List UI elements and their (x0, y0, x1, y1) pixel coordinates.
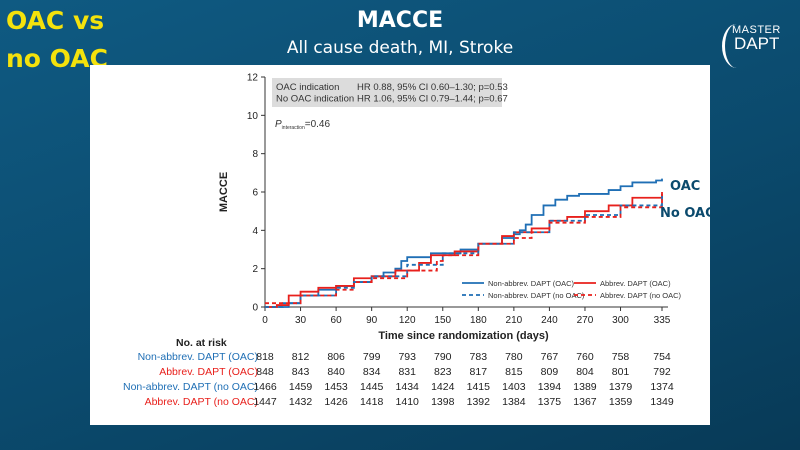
x-tick-label: 150 (434, 315, 451, 326)
annotation-no-oac: No OAC (660, 206, 710, 221)
km-chart: 0 30 60 90 120 150 180 210 240 270 300 335 0 2 4 6 8 10 12… (218, 73, 710, 343)
risk-value: 1349 (650, 396, 674, 408)
series-line-2 (265, 195, 663, 308)
legend-label: Abbrev. DAPT (no OAC) (600, 291, 682, 300)
slide-side-title: OAC vs no OAC (6, 2, 108, 78)
x-tick-label: 270 (577, 315, 594, 326)
x-tick-label: 120 (399, 315, 416, 326)
risk-value: 1459 (288, 381, 313, 393)
risk-row-label: Abbrev. DAPT (no OAC) (144, 396, 258, 408)
x-tick-label: 240 (541, 315, 558, 326)
risk-value: 790 (433, 351, 452, 363)
risk-value: 806 (327, 351, 345, 363)
risk-value: 809 (540, 366, 559, 378)
x-tick-label: 90 (366, 315, 378, 326)
risk-value: 831 (398, 366, 416, 378)
risk-value: 1359 (608, 396, 633, 408)
risk-value: 1447 (253, 396, 277, 408)
risk-value: 843 (291, 366, 310, 378)
chart-panel: 0 30 60 90 120 150 180 210 240 270 300 335 0 2 4 6 8 10 12… (90, 65, 710, 425)
risk-value: 812 (291, 351, 310, 363)
risk-value: 1424 (431, 381, 455, 393)
risk-value: 1384 (502, 396, 526, 408)
risk-value: 834 (362, 366, 381, 378)
logo-line-1: MASTER (732, 24, 781, 36)
side-title-line-1: OAC vs (6, 6, 105, 35)
risk-value: 1379 (608, 381, 633, 393)
x-tick-label: 210 (506, 315, 523, 326)
risk-value: 780 (505, 351, 523, 363)
x-tick-label: 0 (262, 315, 268, 326)
x-axis-label: Time since randomization (days) (378, 330, 549, 342)
hr-label: OAC indication (276, 82, 339, 93)
y-tick-label: 12 (247, 73, 259, 84)
risk-value: 815 (505, 366, 523, 378)
risk-value: 793 (398, 351, 416, 363)
master-dapt-logo: MASTER DAPT (718, 20, 790, 70)
legend-label: Abbrev. DAPT (OAC) (600, 279, 671, 288)
slide-title: MACCE (356, 8, 444, 33)
risk-value: 1394 (537, 381, 562, 393)
risk-value: 792 (653, 366, 671, 378)
risk-value: 1389 (573, 381, 597, 393)
logo-line-2: DAPT (734, 34, 780, 53)
p-interaction: Pinteraction=0.46 (275, 119, 330, 131)
risk-value: 1367 (573, 396, 597, 408)
risk-value: 1374 (650, 381, 674, 393)
x-tick-label: 30 (295, 315, 307, 326)
y-axis-label: MACCE (218, 172, 230, 212)
risk-value: 823 (433, 366, 452, 378)
risk-row-label: Abbrev. DAPT (OAC) (159, 366, 258, 378)
x-tick-label: 60 (331, 315, 343, 326)
risk-value: 1398 (431, 396, 455, 408)
logo-arc-icon (722, 24, 751, 68)
hr-value: HR 1.06, 95% CI 0.79–1.44; p=0.67 (357, 94, 508, 105)
y-tick-label: 6 (252, 188, 258, 199)
risk-value: 840 (327, 366, 345, 378)
legend-label: Non-abbrev. DAPT (OAC) (488, 279, 574, 288)
risk-value: 1415 (466, 381, 490, 393)
y-tick-label: 4 (252, 226, 258, 237)
hr-value: HR 0.88, 95% CI 0.60–1.30; p=0.53 (357, 82, 508, 93)
risk-value: 1403 (502, 381, 526, 393)
risk-value: 804 (576, 366, 594, 378)
risk-value: 1453 (324, 381, 348, 393)
risk-value: 1445 (359, 381, 384, 393)
risk-value: 1418 (359, 396, 384, 408)
annotation-oac: OAC (670, 179, 700, 194)
risk-value: 1375 (537, 396, 562, 408)
y-tick-label: 10 (247, 111, 259, 122)
x-tick-label: 300 (612, 315, 629, 326)
risk-value: 801 (611, 366, 630, 378)
risk-row-label: Non-abbrev. DAPT (no OAC) (123, 381, 258, 393)
risk-value: 754 (653, 351, 671, 363)
hr-label: No OAC indication (276, 94, 354, 105)
risk-value: 848 (256, 366, 274, 378)
risk-value: 817 (469, 366, 488, 378)
risk-value: 783 (469, 351, 488, 363)
legend-label: Non-abbrev. DAPT (no OAC) (488, 291, 585, 300)
slide-subtitle: All cause death, MI, Stroke (286, 38, 514, 58)
risk-value: 767 (540, 351, 559, 363)
x-tick-label: 335 (654, 315, 671, 326)
y-tick-label: 8 (252, 149, 258, 160)
risk-value: 1434 (395, 381, 419, 393)
risk-value: 758 (611, 351, 630, 363)
risk-value: 760 (576, 351, 594, 363)
risk-value: 1410 (395, 396, 419, 408)
risk-value: 1466 (253, 381, 277, 393)
risk-value: 799 (362, 351, 381, 363)
hr-box (272, 78, 502, 107)
y-tick-label: 0 (252, 303, 258, 314)
risk-value: 1432 (288, 396, 313, 408)
risk-row-label: Non-abbrev. DAPT (OAC) (137, 351, 258, 363)
risk-value: 818 (256, 351, 274, 363)
risk-value: 1392 (466, 396, 490, 408)
risk-value: 1426 (324, 396, 348, 408)
y-tick-label: 2 (252, 264, 258, 275)
risk-table-title: No. at risk (176, 337, 227, 349)
series-line-3 (265, 193, 663, 305)
x-tick-label: 180 (470, 315, 487, 326)
